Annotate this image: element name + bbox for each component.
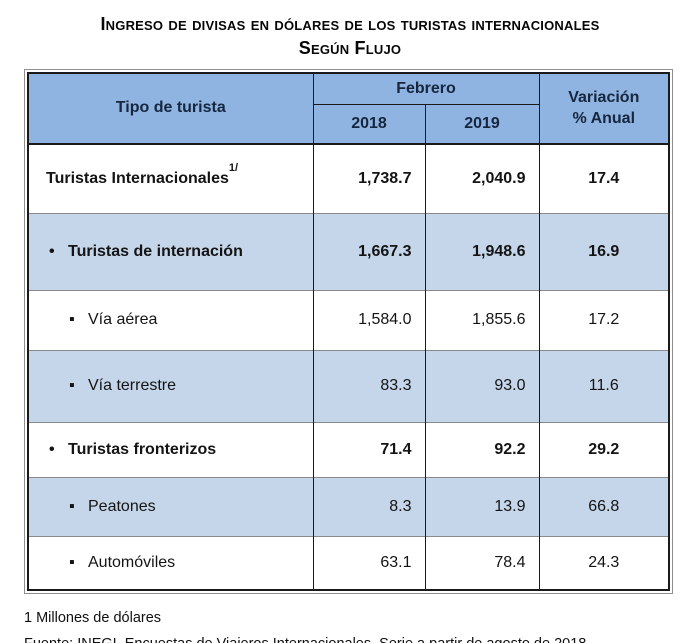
row-label: Peatones <box>88 497 156 515</box>
row-label-cell: ▪ Peatones <box>28 476 313 537</box>
row-label: Automóviles <box>88 553 176 571</box>
value-2019: 92.2 <box>424 421 540 478</box>
bullet-icon: • <box>49 242 55 260</box>
value-2018: 83.3 <box>312 349 425 423</box>
table-row-turistas-de-internacion: • Turistas de internación 1,667.3 1,948.6… <box>28 212 670 291</box>
row-label: Turistas de internación <box>68 242 243 260</box>
value-variacion: 17.4 <box>538 143 670 214</box>
value-2019: 13.9 <box>424 476 540 537</box>
table-row-turistas-fronterizos: • Turistas fronterizos 71.4 92.2 29.2 <box>28 421 670 478</box>
table-frame: Tipo de turista Febrero Variación % Anua… <box>24 68 674 594</box>
header-variacion-line2: % Anual <box>572 110 636 128</box>
bullet-icon: ▪ <box>69 377 75 395</box>
value-variacion: 17.2 <box>538 289 670 351</box>
row-label-cell: ▪ Automóviles <box>28 535 313 590</box>
row-label: Turistas Internacionales <box>46 169 229 187</box>
value-variacion: 66.8 <box>538 476 670 537</box>
table-row-via-terrestre: ▪ Vía terrestre 83.3 93.0 11.6 <box>28 349 670 423</box>
footnotes: 1 Millones de dólares Fuente: INEGI. Enc… <box>24 608 676 643</box>
row-label-cell: • Turistas fronterizos <box>28 421 313 478</box>
bullet-icon: • <box>49 440 55 458</box>
table-row-via-aerea: ▪ Vía aérea 1,584.0 1,855.6 17.2 <box>28 289 670 351</box>
row-label: Turistas fronterizos <box>68 440 217 458</box>
tourism-income-table: Tipo de turista Febrero Variación % Anua… <box>27 71 671 591</box>
table-header: Tipo de turista Febrero Variación % Anua… <box>28 72 670 145</box>
row-label-cell: ▪ Vía aérea <box>28 289 313 351</box>
header-febrero-group: Febrero <box>312 72 540 105</box>
header-year-2018: 2018 <box>312 104 425 145</box>
value-variacion: 24.3 <box>538 535 670 590</box>
value-2018: 71.4 <box>312 421 425 478</box>
header-variacion-anual: Variación % Anual <box>538 72 670 145</box>
value-2018: 1,667.3 <box>312 212 425 291</box>
header-variacion-line1: Variación <box>568 88 640 106</box>
header-row-group: Tipo de turista Febrero Variación % Anua… <box>28 72 670 145</box>
header-tipo-de-turista: Tipo de turista <box>28 72 313 145</box>
bullet-icon: ▪ <box>69 553 75 571</box>
table-row-peatones: ▪ Peatones 8.3 13.9 66.8 <box>28 476 670 537</box>
value-2019: 1,948.6 <box>424 212 540 291</box>
value-2018: 1,584.0 <box>312 289 425 351</box>
title-line-2: Según Flujo <box>298 38 402 59</box>
footnote-source: Fuente: INEGI. Encuestas de Viajeros Int… <box>24 634 676 643</box>
table-row-automoviles: ▪ Automóviles 63.1 78.4 24.3 <box>28 535 670 590</box>
row-label-cell: Turistas Internacionales1/ <box>28 143 313 214</box>
value-variacion: 11.6 <box>538 349 670 423</box>
value-variacion: 16.9 <box>538 212 670 291</box>
title-line-1: Ingreso de divisas en dólares de los tur… <box>100 14 600 34</box>
table-row-turistas-internacionales: Turistas Internacionales1/ 1,738.7 2,040… <box>28 143 670 214</box>
report-title: Ingreso de divisas en dólares de los tur… <box>24 12 676 61</box>
header-year-2019: 2019 <box>424 104 540 145</box>
bullet-icon: ▪ <box>69 311 75 329</box>
footnote-units: 1 Millones de dólares <box>24 609 162 626</box>
value-variacion: 29.2 <box>538 421 670 478</box>
row-label-cell: • Turistas de internación <box>28 212 313 291</box>
value-2019: 93.0 <box>424 349 540 423</box>
value-2019: 2,040.9 <box>424 143 540 214</box>
row-label: Vía aérea <box>88 311 158 329</box>
header-row-years: 2018 2019 <box>28 104 669 145</box>
row-label-cell: ▪ Vía terrestre <box>28 349 313 423</box>
value-2019: 78.4 <box>424 535 540 590</box>
value-2018: 8.3 <box>312 476 425 537</box>
value-2019: 1,855.6 <box>424 289 540 351</box>
row-label: Vía terrestre <box>88 377 177 395</box>
value-2018: 1,738.7 <box>312 143 425 214</box>
bullet-icon: ▪ <box>69 497 75 515</box>
table-body: Turistas Internacionales1/ 1,738.7 2,040… <box>28 143 670 590</box>
value-2018: 63.1 <box>312 535 425 590</box>
footnote-marker: 1/ <box>228 162 239 175</box>
